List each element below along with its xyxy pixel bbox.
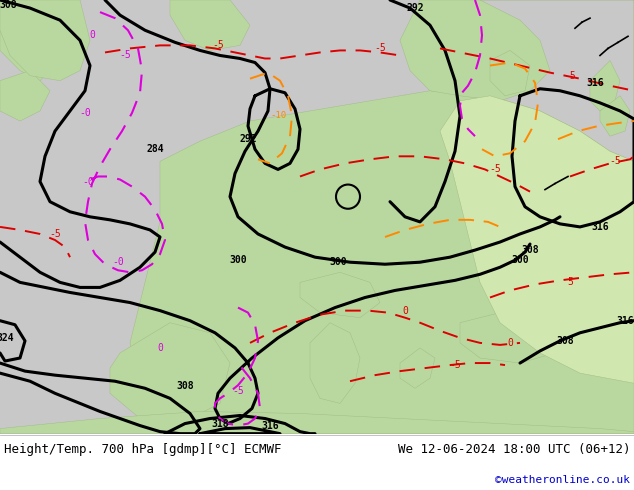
Text: 324: 324 [0,333,14,343]
Text: 300: 300 [511,255,529,265]
Polygon shape [460,313,560,363]
Polygon shape [578,190,610,220]
Text: 316: 316 [261,420,279,431]
Polygon shape [590,60,620,111]
Text: 292: 292 [239,134,257,144]
Polygon shape [170,0,250,50]
Text: Height/Temp. 700 hPa [gdmp][°C] ECMWF: Height/Temp. 700 hPa [gdmp][°C] ECMWF [4,443,281,456]
Text: 308: 308 [0,0,17,10]
Text: -0: -0 [82,176,94,187]
Text: -5: -5 [449,360,461,370]
Text: -5: -5 [374,44,386,53]
Text: 300: 300 [229,255,247,265]
Text: -5: -5 [232,386,244,396]
Polygon shape [400,0,550,101]
Text: 308: 308 [556,336,574,346]
Polygon shape [440,0,634,383]
Text: -0: -0 [79,108,91,118]
Polygon shape [130,91,634,434]
Polygon shape [0,0,90,81]
Text: We 12-06-2024 18:00 UTC (06+12): We 12-06-2024 18:00 UTC (06+12) [398,443,630,456]
Text: 0: 0 [507,338,513,348]
Text: ©weatheronline.co.uk: ©weatheronline.co.uk [495,475,630,485]
Text: 0: 0 [402,306,408,316]
Polygon shape [0,0,70,81]
Text: 284: 284 [146,144,164,154]
Polygon shape [400,348,435,388]
Text: -0: -0 [112,257,124,267]
Text: 0: 0 [157,343,163,353]
Text: -5: -5 [489,165,501,174]
Polygon shape [110,323,230,423]
Text: 0: 0 [89,30,95,40]
Text: -5: -5 [49,229,61,239]
Text: 300: 300 [329,257,347,267]
Text: 316: 316 [586,78,604,88]
Text: 292: 292 [406,3,424,13]
Polygon shape [300,272,380,318]
Text: -5: -5 [564,71,576,81]
Text: 5: 5 [567,277,573,287]
Polygon shape [310,323,360,403]
Polygon shape [570,156,620,192]
Polygon shape [0,412,634,434]
Text: 316: 316 [591,222,609,232]
Text: -10: -10 [270,112,286,121]
Text: 308: 308 [521,245,539,255]
Polygon shape [490,50,530,96]
Text: 308: 308 [176,381,194,391]
Text: 318: 318 [211,418,229,429]
Text: -5: -5 [212,40,224,50]
Text: 316: 316 [616,316,634,326]
Text: -5: -5 [609,156,621,167]
Text: -5: -5 [119,50,131,60]
Polygon shape [0,71,50,121]
Polygon shape [600,96,630,136]
